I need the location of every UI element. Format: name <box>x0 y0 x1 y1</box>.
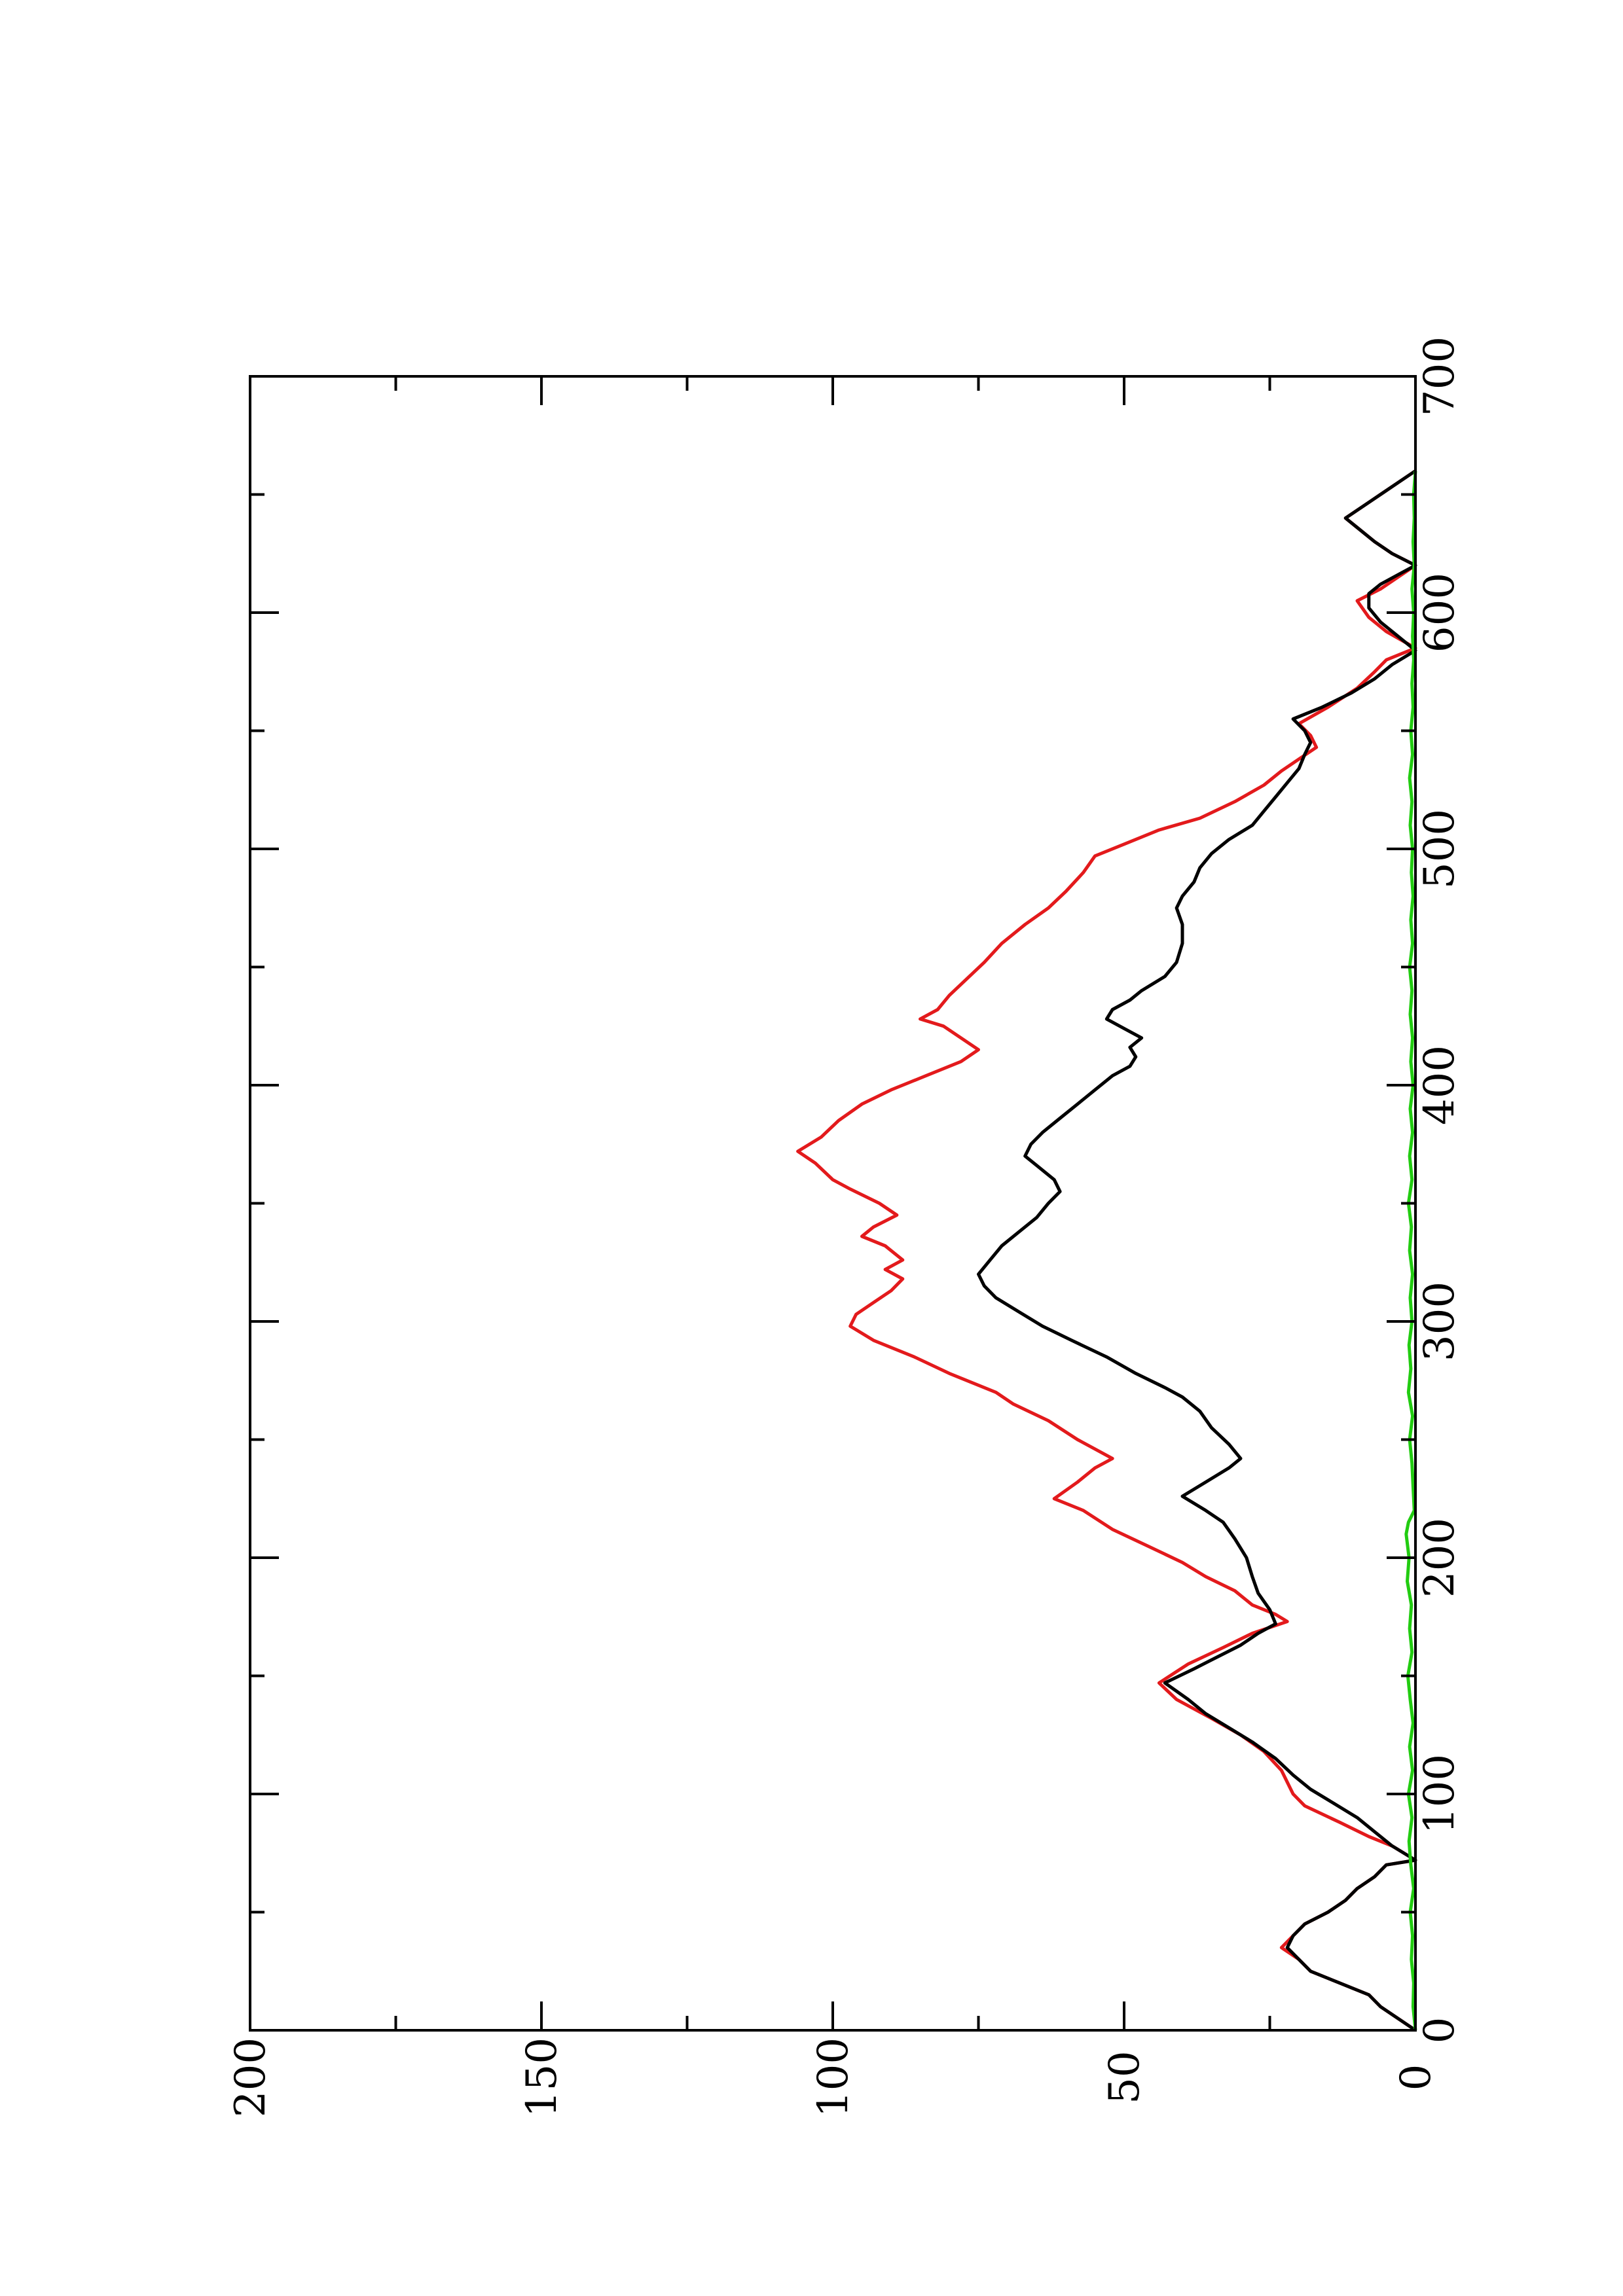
x-tick-label: 400 <box>1415 1045 1464 1125</box>
x-tick-label: 100 <box>1415 1754 1464 1834</box>
ticks-layer <box>249 375 1417 2032</box>
y-tick-label: 150 <box>518 2037 566 2117</box>
x-tick-label: 300 <box>1415 1282 1464 1361</box>
x-tick-label: 0 <box>1415 2017 1464 2044</box>
series-layer <box>796 469 1417 2032</box>
plot-frame <box>249 375 1417 2032</box>
x-tick-label: 600 <box>1415 573 1464 653</box>
y-tick-label: 100 <box>809 2037 858 2117</box>
x-tick-label: 200 <box>1415 1518 1464 1598</box>
x-tick-label: 500 <box>1415 809 1464 889</box>
x-tick-label: 700 <box>1415 336 1464 416</box>
y-tick-label: 0 <box>1392 2064 1440 2091</box>
series-line-2 <box>977 469 1417 2032</box>
labels-layer: 0 100 200 300 400 500 600 700 0 50 100 150 200 <box>227 336 1464 2117</box>
y-tick-label: 50 <box>1101 2051 1149 2104</box>
y-tick-label: 200 <box>227 2037 275 2117</box>
series-line-3 <box>1404 471 1417 2031</box>
